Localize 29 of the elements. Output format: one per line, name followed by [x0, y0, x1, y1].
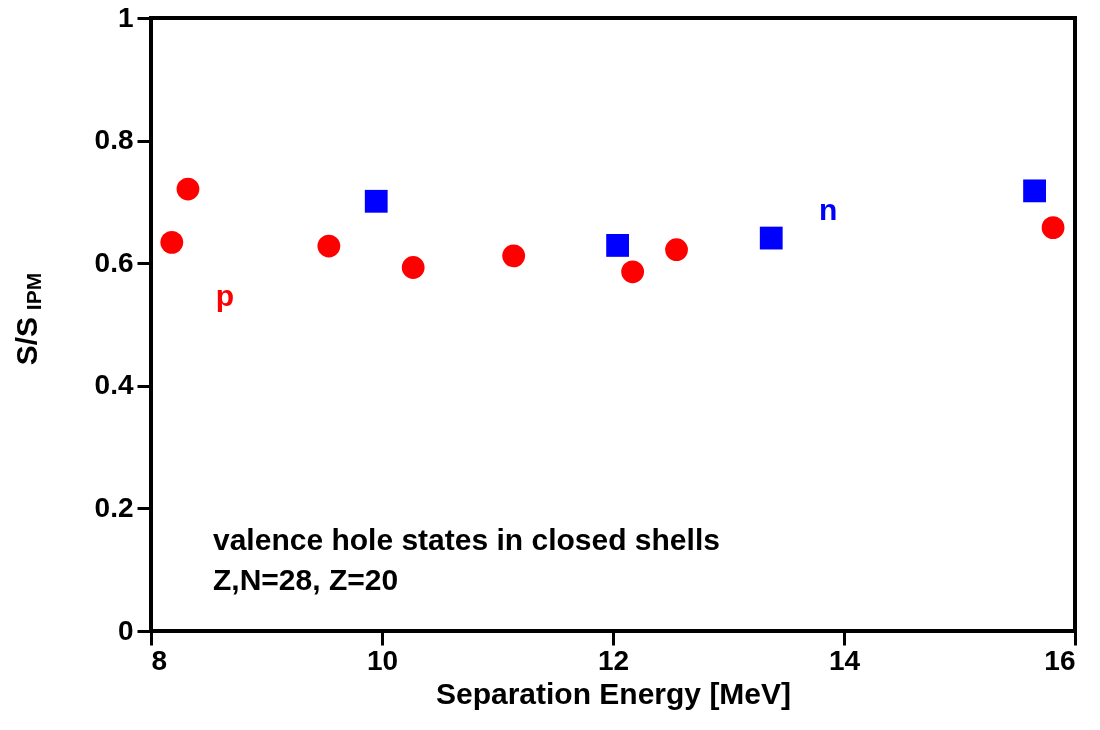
point [665, 238, 688, 262]
point [606, 234, 630, 257]
annotation: valence hole states in closed shells [213, 523, 720, 556]
point [176, 177, 200, 201]
point [401, 256, 425, 279]
annotation: Z,N=28, Z=20 [213, 563, 399, 596]
point [1023, 179, 1046, 203]
y-axis-title: S/SIPM [10, 272, 45, 366]
y-tick-label: 0.2 [94, 491, 134, 523]
series-label: p [215, 279, 234, 313]
x-axis-title: Separation Energy [MeV] [435, 676, 792, 710]
series-label: n [819, 193, 838, 227]
x-tick-label: 10 [366, 644, 399, 676]
y-tick-label: 0.6 [94, 246, 134, 278]
point [317, 234, 341, 258]
y-tick-label: 0.4 [94, 369, 134, 401]
y-tick-label: 1 [117, 1, 134, 33]
x-tick-label: 16 [1044, 644, 1076, 676]
x-tick-label: 12 [597, 644, 630, 676]
y-tick-label: 0 [117, 614, 134, 646]
point [621, 260, 645, 284]
point [759, 226, 783, 250]
point [160, 230, 184, 254]
point [502, 244, 526, 268]
point [364, 189, 388, 213]
x-tick-label: 14 [828, 644, 861, 676]
x-tick-label: 8 [151, 644, 168, 676]
y-tick-label: 0.8 [94, 124, 134, 156]
point [1041, 216, 1065, 240]
